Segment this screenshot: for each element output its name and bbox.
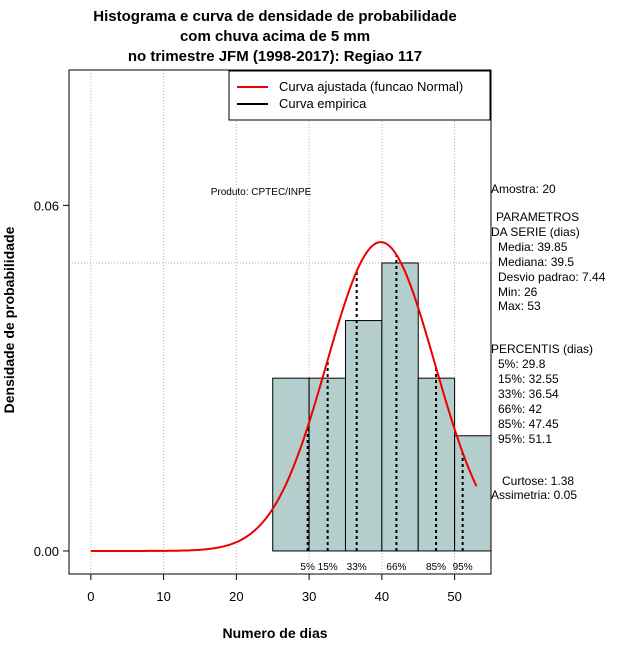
stats-desvio: Desvio padrao: 7.44 [498, 270, 606, 284]
histogram-bar [381, 262, 419, 552]
x-tick-label-30: 30 [302, 589, 316, 604]
stats-max: Max: 53 [498, 299, 541, 313]
legend-box [228, 70, 491, 121]
percentile-label-5: 5% [300, 562, 315, 573]
stats-curtose: Curtose: 1.38 [502, 474, 574, 488]
percentile-label-95: 95% [453, 562, 473, 573]
normal-curve-layer [90, 241, 478, 552]
stats-assimetria: Assimetria: 0.05 [491, 488, 577, 502]
axes: 0 10 20 30 40 50 0.00 0.06 [34, 198, 462, 604]
stats-params-title-1: PARAMETROS [496, 210, 579, 224]
chart-title-line-3: no trimestre JFM (1998-2017): Regiao 117 [128, 48, 422, 65]
stats-percentis-title: PERCENTIS (dias) [491, 342, 593, 356]
y-tick-label-1: 0.06 [34, 198, 59, 213]
product-label: Produto: CPTEC/INPE [211, 187, 312, 198]
chart-title-line-1: Histograma e curva de densidade de proba… [93, 8, 456, 25]
y-axis-title: Densidade de probabilidade [1, 226, 17, 413]
stats-min: Min: 26 [498, 285, 538, 299]
stats-p15: 15%: 32.55 [498, 372, 559, 386]
stats-mediana: Mediana: 39.5 [498, 255, 574, 269]
legend-empirical-label: Curva empirica [279, 96, 367, 111]
histogram-bar [454, 435, 492, 552]
chart-title-line-2: com chuva acima de 5 mm [180, 28, 370, 45]
x-tick-label-20: 20 [229, 589, 243, 604]
histogram-bars [272, 262, 492, 552]
stats-media: Media: 39.85 [498, 240, 568, 254]
percentile-label-15: 15% [318, 562, 338, 573]
plot-frame [68, 69, 492, 575]
percentile-label-85: 85% [426, 562, 446, 573]
histogram-bar [344, 320, 383, 552]
stats-params-title-2: DA SERIE (dias) [491, 225, 580, 239]
y-tick-label-0: 0.00 [34, 544, 59, 559]
percentile-label-66: 66% [386, 562, 406, 573]
legend: Curva ajustada (funcao Normal) Curva emp… [228, 70, 491, 121]
x-axis-title: Numero de dias [222, 625, 327, 641]
percentile-lines: 5% 15% 33% 66% 85% 95% [300, 254, 473, 573]
x-tick-label-50: 50 [447, 589, 461, 604]
stats-sample: Amostra: 20 [491, 182, 556, 196]
x-tick-label-0: 0 [87, 589, 94, 604]
normal-fit-curve [90, 241, 478, 552]
stats-p33: 33%: 36.54 [498, 387, 559, 401]
stats-p95: 95%: 51.1 [498, 432, 552, 446]
histogram-bar [272, 377, 310, 552]
percentile-label-33: 33% [347, 562, 367, 573]
x-tick-label-10: 10 [156, 589, 170, 604]
legend-fit-label: Curva ajustada (funcao Normal) [279, 79, 463, 94]
stats-p85: 85%: 47.45 [498, 417, 559, 431]
stats-panel: Amostra: 20 PARAMETROS DA SERIE (dias) M… [491, 182, 606, 502]
stats-p66: 66%: 42 [498, 402, 542, 416]
x-tick-label-40: 40 [375, 589, 389, 604]
stats-p5: 5%: 29.8 [498, 357, 546, 371]
